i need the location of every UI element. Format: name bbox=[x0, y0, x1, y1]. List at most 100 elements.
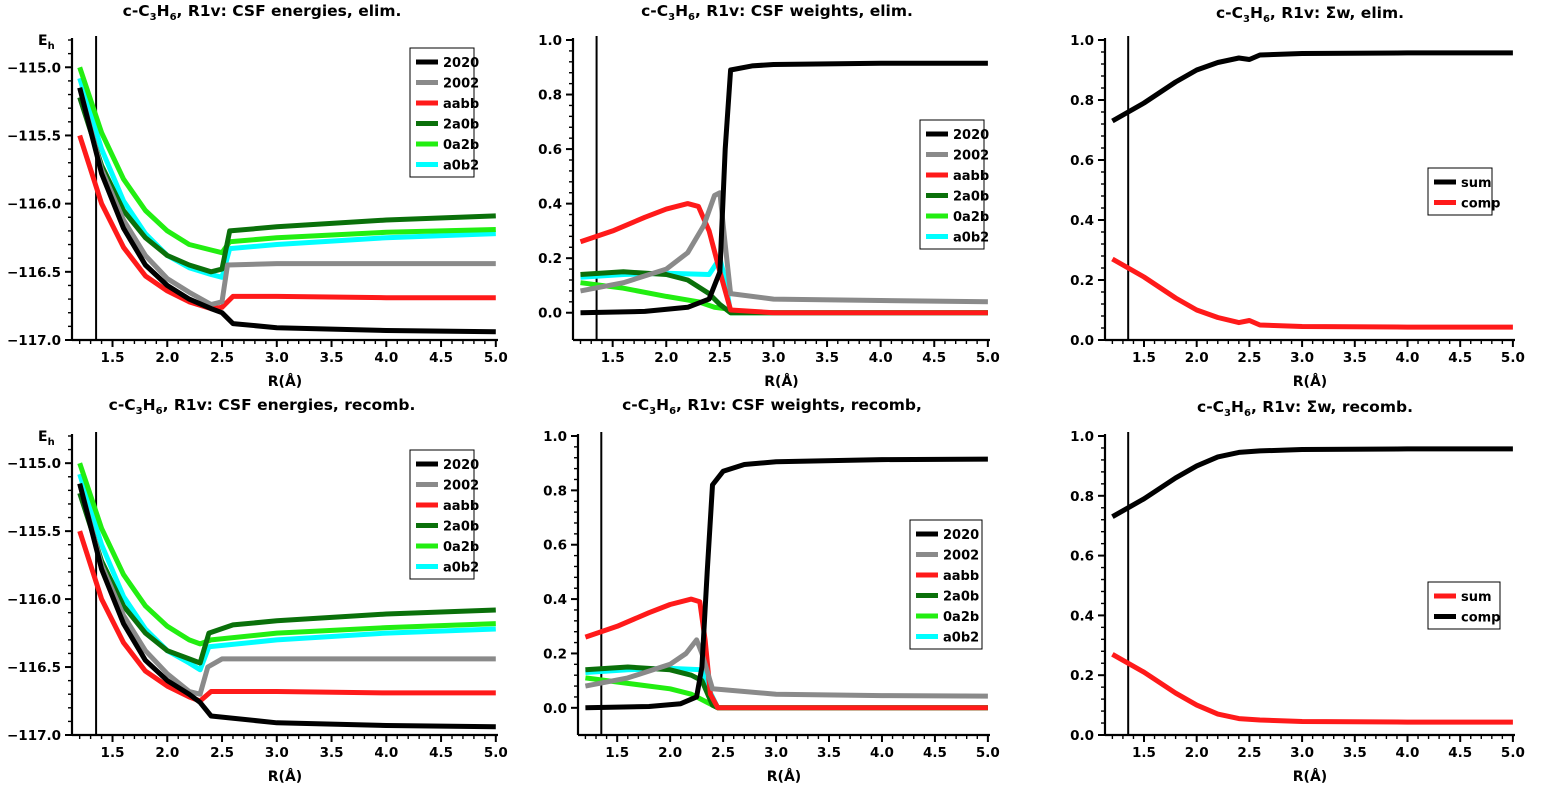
y-tick-label: −116.5 bbox=[7, 265, 61, 281]
legend-label: 0a2b bbox=[443, 540, 479, 555]
x-tick-label: 5.0 bbox=[1501, 745, 1525, 761]
y-tick-label: −116.0 bbox=[7, 592, 61, 608]
x-tick-label: 3.0 bbox=[1290, 745, 1314, 761]
x-tick-label: 4.0 bbox=[870, 745, 894, 761]
x-axis-label: R(Å) bbox=[1293, 373, 1327, 390]
x-tick-label: 2.0 bbox=[654, 350, 678, 366]
title-part: , R1v: CSF energies, elim. bbox=[177, 2, 402, 20]
x-axis-label: R(Å) bbox=[268, 373, 302, 390]
y-tick-label: −115.5 bbox=[7, 524, 61, 540]
legend-box bbox=[1427, 167, 1493, 216]
legend-label: 2020 bbox=[443, 56, 479, 71]
title-part: , R1v: Σw, elim. bbox=[1270, 4, 1404, 22]
legend-box bbox=[1427, 581, 1501, 630]
legend-label: 2020 bbox=[953, 128, 989, 143]
x-tick-label: 2.0 bbox=[1185, 745, 1209, 761]
chart-title: c-C3H6, R1v: CSF weights, elim. bbox=[641, 2, 913, 23]
series-line-a0b2 bbox=[580, 255, 988, 316]
y-tick-label: 0.6 bbox=[538, 142, 562, 158]
y-tick-label: 0.4 bbox=[538, 197, 562, 213]
y-tick-label: 0.8 bbox=[1070, 489, 1094, 505]
legend-label: 0a2b bbox=[443, 138, 479, 153]
title-part: H bbox=[157, 2, 170, 20]
y-tick-label: −116.5 bbox=[7, 660, 61, 676]
title-part: H bbox=[1250, 4, 1263, 22]
chart-panel-6: c-C3H6, R1v: Σw, recomb. 1.5 2.0 2.5 3.0 3.5 4… bbox=[1070, 398, 1525, 785]
y-tick-label: 0.0 bbox=[543, 701, 567, 717]
x-tick-label: 5.0 bbox=[1501, 350, 1525, 366]
x-tick-label: 3.0 bbox=[761, 350, 785, 366]
x-tick-label: 3.5 bbox=[817, 745, 841, 761]
chart-title: c-C3H6, R1v: CSF energies, recomb. bbox=[109, 396, 416, 417]
x-tick-label: 2.0 bbox=[155, 745, 179, 761]
title-subscript: 6 bbox=[688, 12, 695, 23]
x-tick-label: 2.5 bbox=[210, 350, 234, 366]
x-tick-label: 3.0 bbox=[265, 350, 289, 366]
title-part: H bbox=[143, 396, 156, 414]
x-tick-label: 4.0 bbox=[374, 745, 398, 761]
x-axis-label: R(Å) bbox=[1293, 768, 1327, 785]
y-axis-label-main: E bbox=[38, 429, 48, 445]
legend-label: sum bbox=[1461, 590, 1492, 605]
x-tick-label: 4.5 bbox=[429, 745, 453, 761]
title-part: , R1v: Σw, recomb. bbox=[1251, 398, 1413, 416]
x-tick-label: 4.5 bbox=[429, 350, 453, 366]
title-part: c-C bbox=[123, 2, 150, 20]
x-tick-label: 3.0 bbox=[764, 745, 788, 761]
y-tick-label: 1.0 bbox=[1070, 429, 1094, 445]
legend-label: 2020 bbox=[943, 528, 979, 543]
title-part: , R1v: CSF weights, recomb, bbox=[676, 396, 922, 414]
series-line-2020 bbox=[585, 456, 988, 711]
legend-label: aabb bbox=[953, 169, 989, 184]
title-subscript: 6 bbox=[156, 406, 163, 417]
chart-title: c-C3H6, R1v: CSF weights, recomb, bbox=[622, 396, 922, 417]
chart-panel-2: c-C3H6, R1v: CSF weights, elim. 1.5 2.0 2.5… bbox=[538, 2, 1000, 390]
legend-label: aabb bbox=[443, 97, 479, 112]
legend-label: 2002 bbox=[443, 479, 479, 494]
y-axis-label: Eh bbox=[38, 33, 55, 52]
chart-title: c-C3H6, R1v: CSF energies, elim. bbox=[123, 2, 402, 23]
legend-label: 2a0b bbox=[953, 190, 989, 205]
x-axis-label: R(Å) bbox=[767, 768, 801, 785]
title-subscript: 3 bbox=[136, 406, 143, 417]
series-line-comp bbox=[1111, 256, 1513, 330]
title-part: c-C bbox=[641, 2, 668, 20]
legend-label: sum bbox=[1461, 176, 1492, 191]
x-tick-label: 4.0 bbox=[869, 350, 893, 366]
legend-label: 2020 bbox=[443, 458, 479, 473]
title-part: H bbox=[675, 2, 688, 20]
x-tick-label: 4.0 bbox=[1396, 745, 1420, 761]
series-line-2020 bbox=[77, 87, 496, 335]
series-line-0a2b bbox=[77, 462, 496, 647]
y-tick-label: 0.6 bbox=[1070, 153, 1094, 169]
y-tick-label: 0.2 bbox=[538, 251, 562, 267]
title-part: c-C bbox=[1216, 4, 1243, 22]
series-line-comp bbox=[1111, 446, 1513, 519]
x-tick-label: 3.5 bbox=[1343, 350, 1367, 366]
series-line-2a0b bbox=[77, 492, 496, 666]
title-subscript: 6 bbox=[669, 406, 676, 417]
y-tick-label: 0.2 bbox=[1070, 273, 1094, 289]
chart-title: c-C3H6, R1v: Σw, recomb. bbox=[1197, 398, 1413, 419]
chart-panel-4: c-C3H6, R1v: CSF energies, recomb. 1.5 2.0… bbox=[7, 396, 508, 785]
x-tick-label: 5.0 bbox=[484, 350, 508, 366]
title-part: c-C bbox=[622, 396, 649, 414]
title-part: H bbox=[1231, 398, 1244, 416]
x-tick-label: 3.5 bbox=[320, 350, 344, 366]
y-tick-label: 0.4 bbox=[1070, 213, 1094, 229]
series-line-2002 bbox=[580, 190, 988, 305]
x-tick-label: 1.5 bbox=[101, 350, 125, 366]
y-tick-label: −115.0 bbox=[7, 60, 61, 76]
legend-label: 2a0b bbox=[943, 590, 979, 605]
y-tick-label: 0.6 bbox=[543, 538, 567, 554]
y-tick-label: −115.5 bbox=[7, 128, 61, 144]
series-line-aabb bbox=[584, 596, 988, 711]
legend-box bbox=[409, 449, 475, 580]
legend-label: 0a2b bbox=[953, 210, 989, 225]
legend-label: comp bbox=[1461, 611, 1501, 626]
x-tick-label: 3.0 bbox=[1290, 350, 1314, 366]
y-tick-label: 1.0 bbox=[1070, 33, 1094, 49]
x-tick-label: 2.0 bbox=[155, 350, 179, 366]
x-tick-label: 2.5 bbox=[711, 745, 735, 761]
legend-box bbox=[409, 47, 475, 178]
